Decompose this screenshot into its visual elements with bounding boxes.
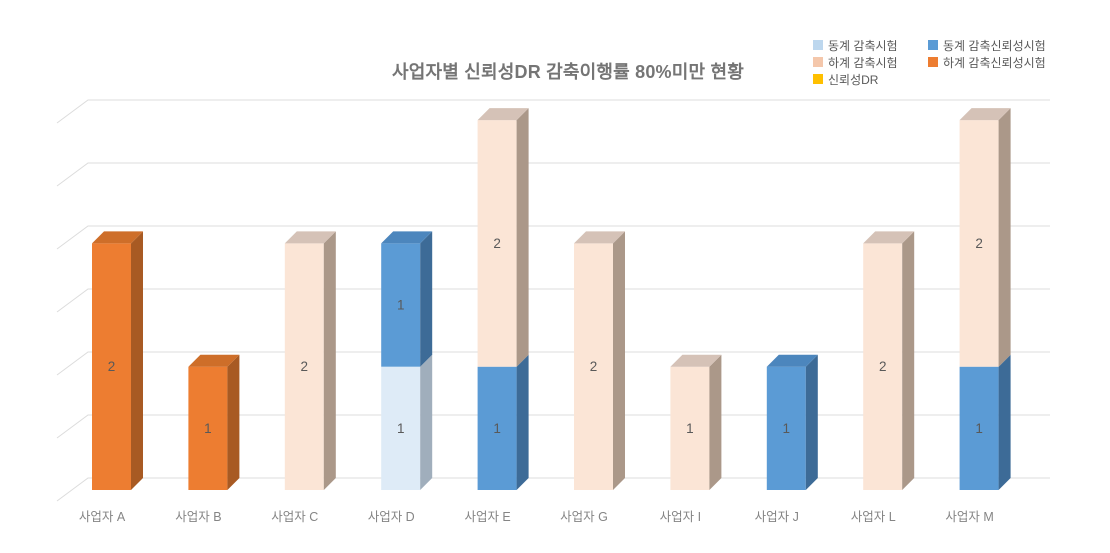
bar-side-face <box>709 354 722 490</box>
bar-segment: 2 <box>284 231 336 490</box>
x-axis-label: 사업자 G <box>560 510 608 524</box>
x-axis-label: 사업자 L <box>851 510 896 524</box>
legend-item: 동계 감축신뢰성시험 <box>928 38 1046 53</box>
x-axis-label: 사업자 B <box>175 510 221 524</box>
legend-swatch <box>813 40 823 50</box>
gridline <box>56 477 1050 502</box>
bar-value-label: 2 <box>590 359 598 374</box>
bar-front-face <box>959 120 999 367</box>
bar-segment: 1 <box>381 231 433 367</box>
bar-segment: 2 <box>863 231 915 490</box>
bar-top-face <box>381 231 433 244</box>
bar-top-face <box>477 108 529 121</box>
legend-label: 동계 감축시험 <box>828 38 898 53</box>
legend-label: 동계 감축신뢰성시험 <box>943 38 1046 53</box>
legend-swatch <box>813 74 823 84</box>
bar-side-face <box>420 231 433 367</box>
x-axis-label: 사업자 C <box>271 510 318 524</box>
bar-front-face <box>284 243 324 490</box>
legend-item: 동계 감축시험 <box>813 38 925 53</box>
gridline <box>56 414 1050 439</box>
bar-front-face <box>766 366 806 490</box>
bar-side-face <box>998 354 1011 490</box>
legend-item: 하계 감축시험 <box>813 55 925 70</box>
legend-label: 신뢰성DR <box>828 72 879 87</box>
bar-segment: 1 <box>477 354 529 490</box>
bar-front-face <box>959 366 999 490</box>
bar-side-face <box>998 108 1011 367</box>
legend-label: 하계 감축시험 <box>828 55 898 70</box>
bar-value-label: 1 <box>493 421 501 436</box>
bar-front-face <box>381 366 421 490</box>
bar-front-face <box>574 243 613 490</box>
bar-segment: 2 <box>477 108 529 367</box>
legend-item: 하계 감축신뢰성시험 <box>928 55 1046 70</box>
x-axis-label: 사업자 A <box>79 510 126 524</box>
bar-front-face <box>188 366 228 490</box>
bar-side-face <box>420 354 433 490</box>
gridline <box>56 162 1050 187</box>
bar-segment: 2 <box>959 108 1011 367</box>
x-axis-label: 사업자 M <box>945 510 993 524</box>
gridline <box>56 351 1050 376</box>
chart-title: 사업자별 신뢰성DR 감축이행률 80%미만 현황 <box>392 62 744 82</box>
gridline <box>56 288 1050 313</box>
x-axis-label: 사업자 I <box>660 510 701 524</box>
bar-value-label: 1 <box>686 421 694 436</box>
bar-value-label: 1 <box>204 421 212 436</box>
gridline <box>56 225 1050 250</box>
bar-front-face <box>670 366 710 490</box>
bar-value-label: 2 <box>879 359 887 374</box>
gridline <box>56 99 1050 124</box>
bar-value-label: 2 <box>108 359 116 374</box>
bar-segment: 2 <box>574 231 625 490</box>
bar-front-face <box>381 243 421 367</box>
bar-top-face <box>284 231 336 244</box>
legend-swatch <box>928 57 938 67</box>
bar-top-face <box>670 354 722 367</box>
bar-value-label: 2 <box>975 236 983 251</box>
bar-side-face <box>323 231 336 490</box>
bar-side-face <box>516 108 529 367</box>
bar-value-label: 1 <box>397 298 405 313</box>
bar-value-label: 1 <box>397 421 405 436</box>
bar-front-face <box>477 120 517 367</box>
legend-swatch <box>928 40 938 50</box>
bar-segment: 1 <box>766 354 818 490</box>
bar-side-face <box>805 354 818 490</box>
bar-side-face <box>613 231 625 490</box>
bar-segment: 1 <box>188 354 240 490</box>
bar-top-face <box>92 231 143 244</box>
bar-top-face <box>766 354 818 367</box>
legend-swatch <box>813 57 823 67</box>
bar-segment: 2 <box>92 231 143 490</box>
x-axis-label: 사업자 D <box>368 510 415 524</box>
bar-side-face <box>131 231 143 490</box>
x-axis-label: 사업자 E <box>464 510 510 524</box>
bar-front-face <box>92 243 131 490</box>
bar-top-face <box>574 231 625 244</box>
bar-segment: 1 <box>670 354 722 490</box>
bar-side-face <box>516 354 529 490</box>
bar-front-face <box>477 366 517 490</box>
bar-top-face <box>959 108 1011 121</box>
bar-value-label: 2 <box>493 236 501 251</box>
legend-label: 하계 감축신뢰성시험 <box>943 55 1046 70</box>
bar-value-label: 1 <box>783 421 791 436</box>
bar-top-face <box>188 354 240 367</box>
bar-front-face <box>863 243 903 490</box>
bar-top-face <box>863 231 915 244</box>
bar-side-face <box>902 231 915 490</box>
bar-side-face <box>227 354 240 490</box>
bar-value-label: 2 <box>301 359 309 374</box>
x-axis-label: 사업자 J <box>755 510 799 524</box>
bar-value-label: 1 <box>975 421 983 436</box>
bar-segment: 1 <box>959 354 1011 490</box>
bar-segment: 1 <box>381 354 433 490</box>
legend-item: 신뢰성DR <box>813 72 925 87</box>
